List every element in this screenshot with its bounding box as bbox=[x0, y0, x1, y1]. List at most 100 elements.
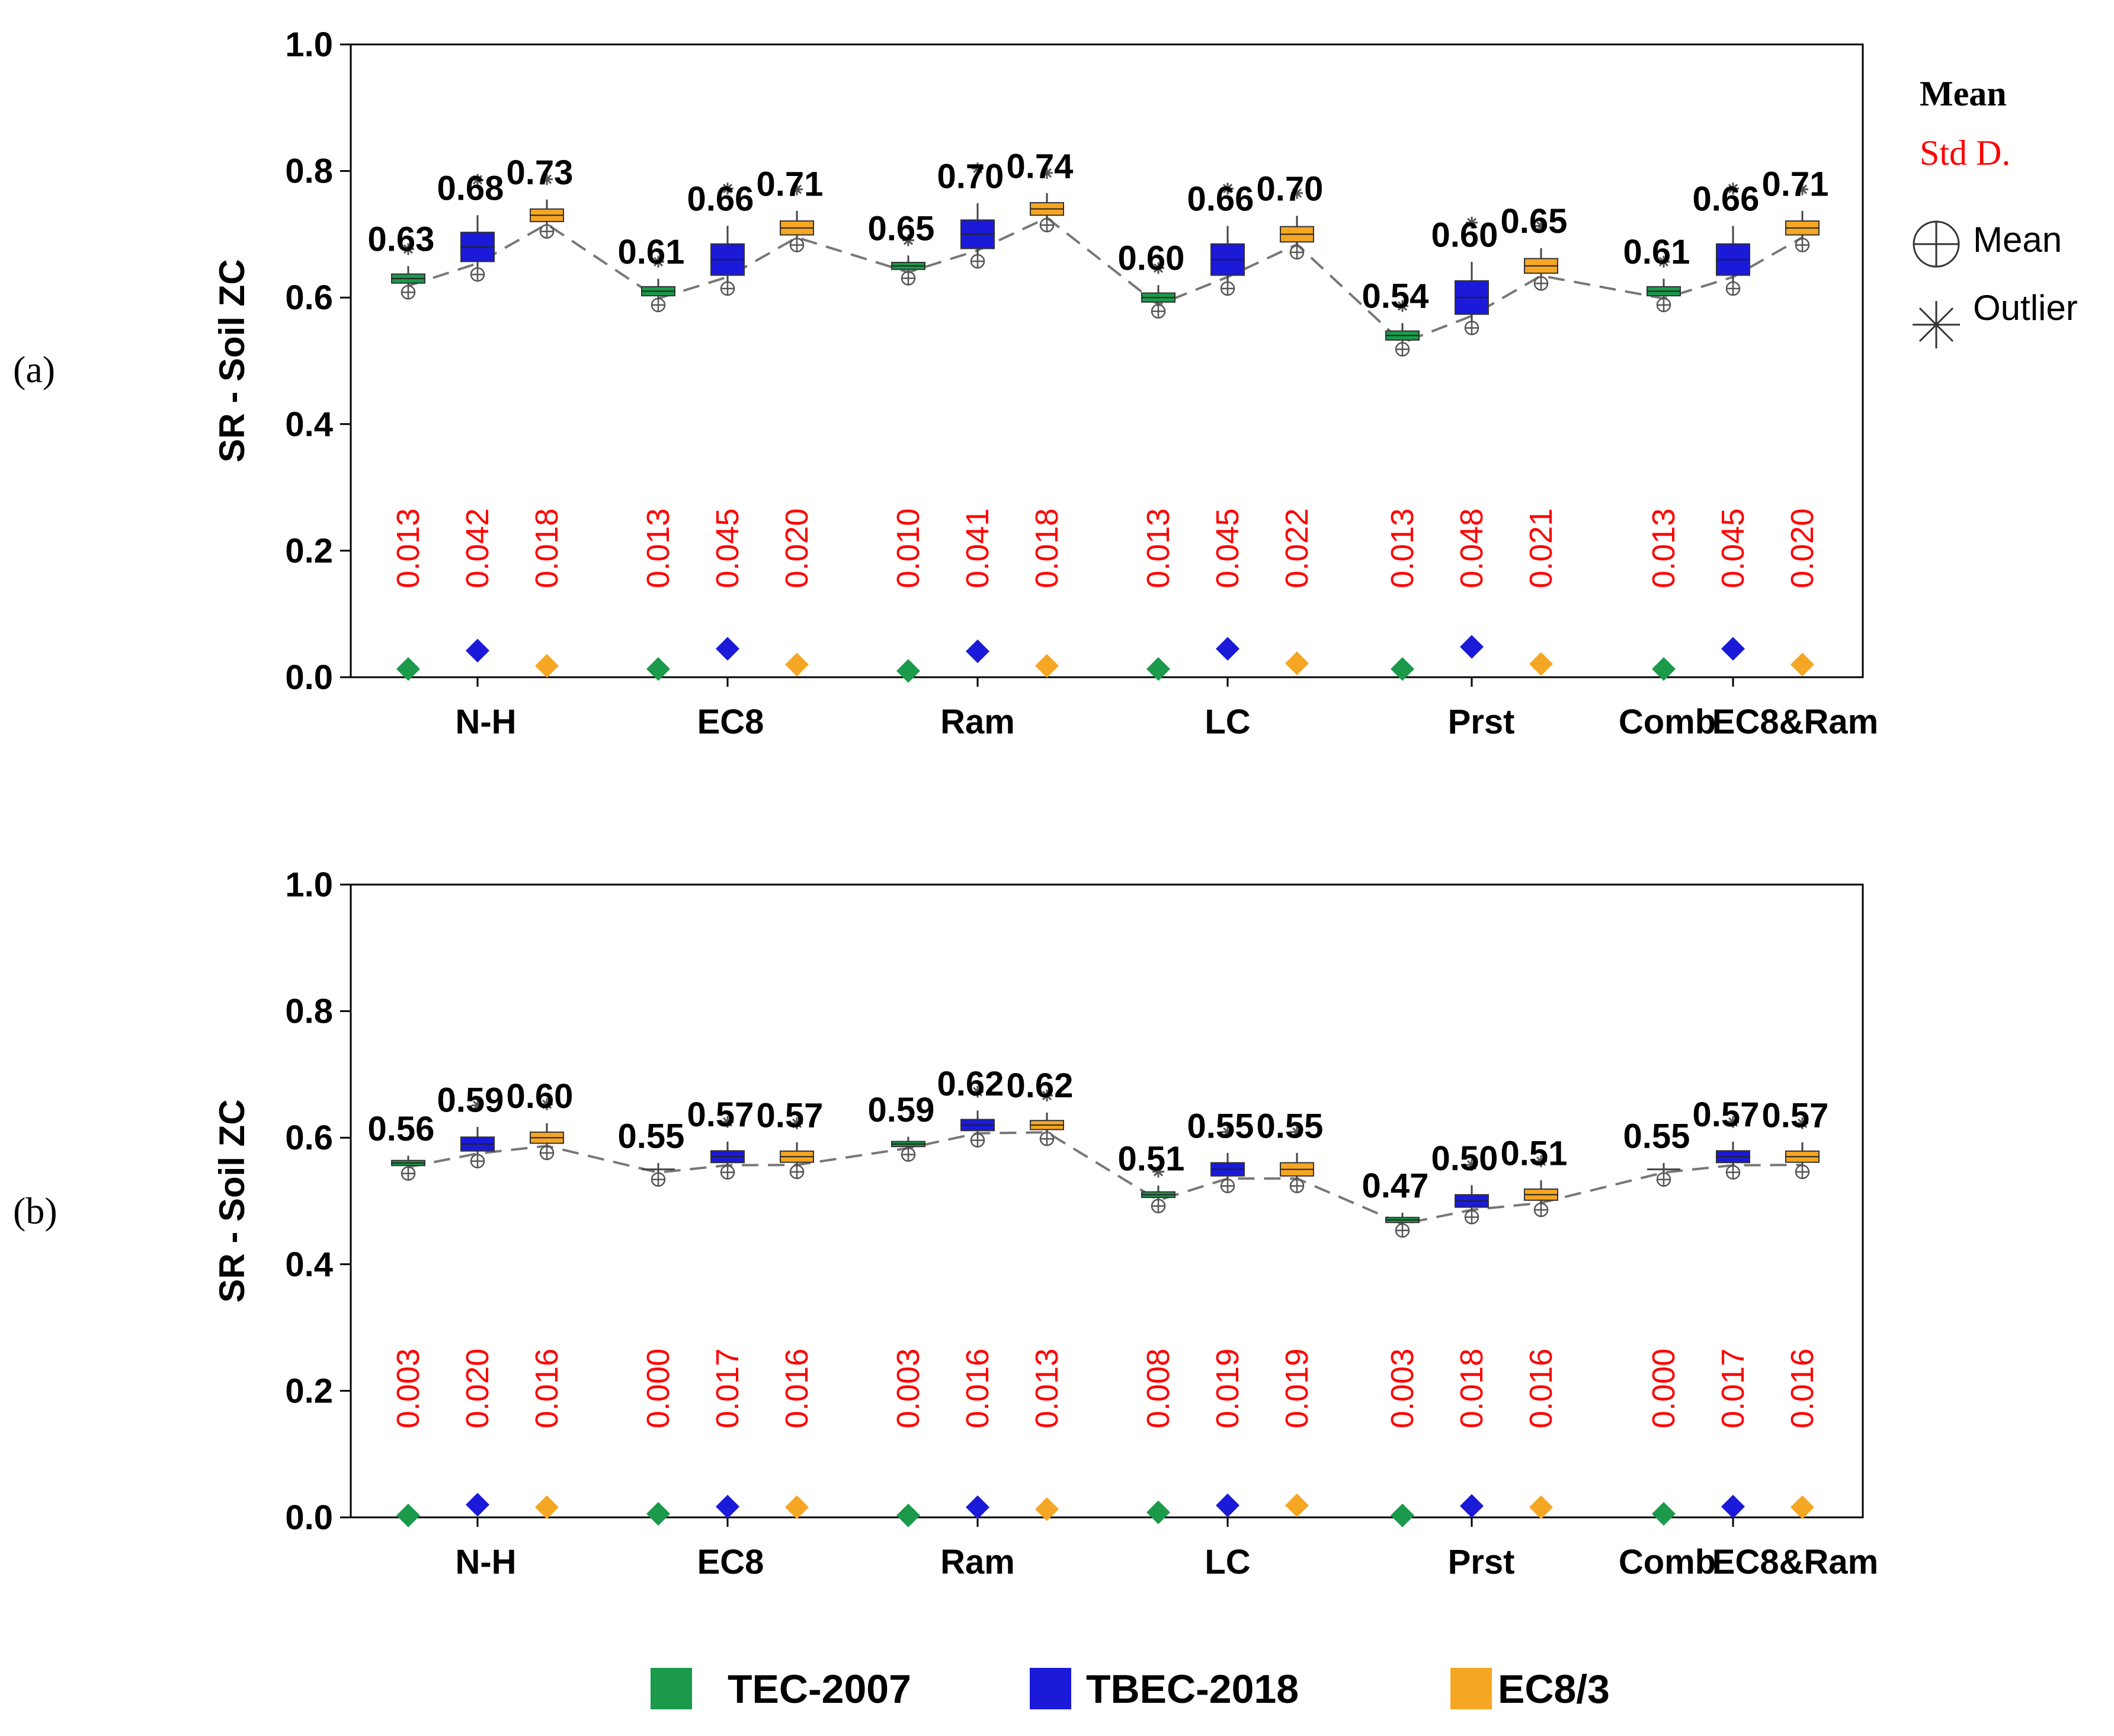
y-tick-label: 0.0 bbox=[285, 658, 333, 697]
mean-value-label: 0.61 bbox=[1623, 233, 1690, 271]
mean-marker bbox=[1151, 304, 1166, 319]
std-value-label: 0.048 bbox=[1454, 508, 1490, 588]
mean-value-label: 0.55 bbox=[1623, 1117, 1690, 1155]
outlier-marker bbox=[1222, 182, 1234, 195]
mean-marker bbox=[720, 1165, 735, 1180]
std-value-label: 0.000 bbox=[1646, 1349, 1681, 1428]
mean-marker bbox=[1533, 276, 1549, 291]
mean-value-label: 0.59 bbox=[868, 1091, 935, 1129]
std-diamond-marker bbox=[1721, 636, 1745, 661]
mean-marker bbox=[401, 1166, 416, 1181]
outlier-marker bbox=[1291, 1126, 1303, 1138]
mean-value-label: 0.62 bbox=[1007, 1066, 1074, 1105]
std-value-label: 0.003 bbox=[390, 1349, 426, 1428]
series-legend: TEC-2007 TBEC-2018 EC8/3 bbox=[651, 1667, 1610, 1712]
outlier-marker bbox=[1152, 262, 1164, 274]
outlier-marker bbox=[541, 173, 553, 185]
mean-marker bbox=[1039, 1131, 1055, 1146]
x-category-label: Ram bbox=[940, 703, 1015, 741]
mean-value-label: 0.65 bbox=[868, 210, 935, 248]
std-value-label: 0.018 bbox=[1029, 508, 1065, 588]
outlier-marker bbox=[652, 255, 664, 268]
key-mean-symbol-label: Mean bbox=[1973, 220, 2062, 260]
y-tick-label: 0.2 bbox=[285, 531, 333, 570]
mean-marker bbox=[470, 1154, 485, 1168]
std-diamond-marker bbox=[1216, 636, 1239, 661]
std-value-label: 0.045 bbox=[1210, 508, 1245, 588]
x-category-label: Ram bbox=[940, 1543, 1015, 1581]
mean-marker bbox=[1795, 238, 1810, 252]
mean-value-label: 0.70 bbox=[937, 157, 1004, 196]
mean-value-label: 0.70 bbox=[1257, 170, 1324, 209]
mean-connect-line bbox=[408, 216, 1803, 344]
key-outlier-symbol-label: Outlier bbox=[1973, 288, 2078, 328]
y-tick-label: 0.6 bbox=[285, 278, 333, 317]
std-diamond-marker bbox=[1529, 1495, 1553, 1519]
mean-value-label: 0.66 bbox=[1187, 180, 1254, 219]
mean-value-label: 0.60 bbox=[1118, 239, 1185, 278]
x-category-label: N-H bbox=[455, 703, 516, 741]
x-category-label: LC bbox=[1205, 1543, 1250, 1581]
std-value-label: 0.016 bbox=[1785, 1349, 1820, 1428]
mean-marker bbox=[539, 1145, 555, 1161]
std-value-label: 0.045 bbox=[710, 508, 745, 588]
panel-b: SR - Soil ZC 0.0 0.2 0.4 0.6 0.8 1.0 N-H EC8 Ram… bbox=[212, 866, 1878, 1581]
std-value-label: 0.018 bbox=[529, 508, 565, 588]
std-diamond-marker bbox=[966, 639, 989, 664]
mean-symbol-icon bbox=[1913, 220, 1960, 268]
std-value-label: 0.019 bbox=[1210, 1349, 1245, 1428]
mean-value-label: 0.66 bbox=[1693, 180, 1760, 219]
std-diamond-marker bbox=[896, 1503, 920, 1527]
mean-marker bbox=[1795, 1164, 1810, 1180]
outlier-marker bbox=[722, 182, 734, 195]
key-std-title: Std D. bbox=[1920, 133, 2010, 172]
key-mean-title: Mean bbox=[1920, 74, 2007, 113]
outlier-symbol-icon bbox=[1913, 301, 1960, 348]
mean-value-label: 0.60 bbox=[1431, 216, 1498, 254]
mean-value-label: 0.71 bbox=[757, 165, 824, 203]
x-category-label: N-H bbox=[455, 1543, 516, 1581]
outlier-marker bbox=[1658, 255, 1670, 268]
std-diamond-marker bbox=[785, 652, 809, 677]
mean-marker bbox=[1039, 217, 1055, 233]
mean-marker bbox=[1464, 321, 1479, 335]
outlier-marker bbox=[541, 1098, 553, 1110]
std-diamond-marker bbox=[966, 1495, 989, 1519]
x-category-label: Comb bbox=[1619, 1543, 1716, 1581]
std-diamond-marker bbox=[535, 1495, 559, 1519]
std-value-label: 0.013 bbox=[1029, 1349, 1065, 1428]
legend-label-tbec-2018: TBEC-2018 bbox=[1086, 1667, 1299, 1712]
outlier-marker bbox=[1466, 216, 1478, 229]
mean-value-label: 0.57 bbox=[687, 1096, 754, 1134]
mean-marker bbox=[1725, 281, 1741, 296]
std-diamond-marker bbox=[896, 659, 920, 683]
y-tick-label: 0.0 bbox=[285, 1498, 333, 1537]
mean-marker bbox=[1289, 245, 1305, 260]
std-value-label: 0.010 bbox=[891, 508, 926, 588]
mean-value-label: 0.73 bbox=[507, 153, 574, 192]
y-tick-label: 0.4 bbox=[285, 1245, 333, 1284]
std-diamond-marker bbox=[1460, 1494, 1484, 1518]
outlier-marker bbox=[902, 234, 914, 246]
mean-marker bbox=[1656, 297, 1671, 312]
std-value-label: 0.020 bbox=[460, 1349, 495, 1428]
mean-connect-line bbox=[408, 1131, 1803, 1226]
mean-value-label: 0.62 bbox=[937, 1065, 1004, 1103]
mean-value-label: 0.59 bbox=[437, 1081, 504, 1119]
outlier-marker bbox=[472, 174, 483, 186]
outlier-marker bbox=[791, 183, 803, 196]
mean-marker bbox=[1725, 1165, 1741, 1180]
std-diamond-marker bbox=[716, 636, 739, 661]
y-tick-label: 0.8 bbox=[285, 992, 333, 1031]
mean-marker bbox=[1533, 1202, 1549, 1218]
outlier-marker bbox=[402, 243, 414, 255]
mean-marker bbox=[720, 281, 735, 296]
outlier-marker bbox=[1535, 220, 1547, 232]
outlier-marker bbox=[1796, 1117, 1808, 1129]
outlier-marker bbox=[1466, 1159, 1478, 1171]
outlier-marker bbox=[1222, 1126, 1234, 1138]
std-value-label: 0.016 bbox=[529, 1349, 565, 1428]
x-category-label: LC bbox=[1205, 703, 1250, 741]
std-value-label: 0.018 bbox=[1454, 1349, 1490, 1428]
